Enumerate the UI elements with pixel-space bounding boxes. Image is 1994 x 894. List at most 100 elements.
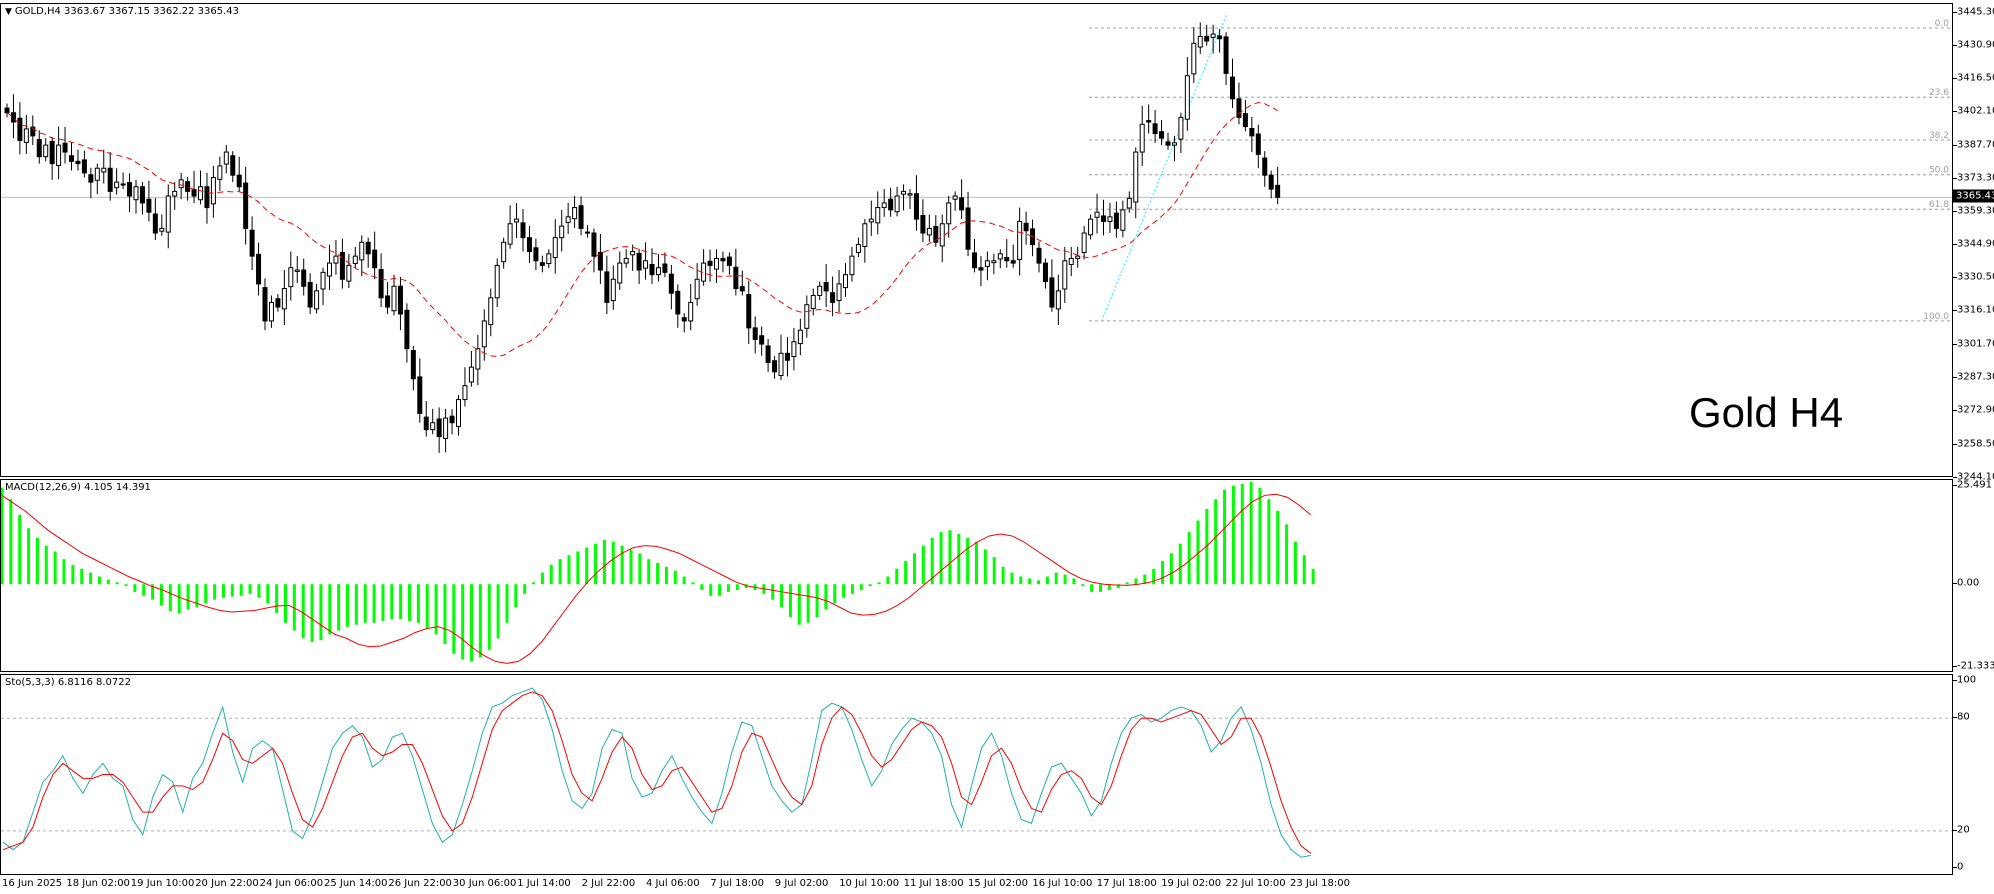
candle [107, 152, 113, 201]
candle [327, 244, 332, 290]
candle [733, 248, 739, 296]
candle [1268, 170, 1274, 199]
time-tick-label: 16 Jul 10:00 [1032, 878, 1093, 889]
candle [462, 367, 468, 407]
candle [1255, 124, 1261, 169]
candle [1191, 27, 1197, 84]
candle [1204, 24, 1210, 46]
bear-candle-body [410, 350, 416, 380]
candle [759, 326, 765, 356]
candle [243, 166, 249, 245]
candle [333, 239, 339, 275]
bear-candle-body [339, 251, 345, 280]
candle [1075, 246, 1081, 268]
bear-candle-body [636, 252, 642, 271]
bear-candle-body [1113, 212, 1119, 229]
dropdown-triangle-icon[interactable]: ▼ [5, 7, 12, 17]
bull-candle-body [1017, 220, 1023, 260]
symbol-ohlc-label: GOLD,H4 3363.67 3367.15 3362.22 3365.43 [14, 6, 239, 17]
bull-candle-body [1126, 197, 1132, 209]
candle [526, 226, 532, 264]
candle [855, 237, 861, 258]
candle [1230, 58, 1235, 109]
bull-candle-body [610, 278, 616, 302]
bull-candle-body [810, 294, 816, 309]
candle [997, 249, 1003, 269]
bear-candle-body [539, 262, 545, 266]
candle [178, 172, 184, 200]
macd-tick-label-mark [1953, 665, 1957, 667]
candle [449, 409, 455, 435]
candle [314, 283, 320, 314]
time-axis[interactable]: 16 Jun 2025 18 Jun 02:00 19 Jun 10:00 20 Ju… [0, 875, 1953, 894]
bull-candle-body [494, 264, 500, 299]
candle [965, 191, 971, 257]
candle [752, 316, 758, 354]
candle [133, 179, 139, 214]
fib-level-label: 100.0 [1923, 312, 1949, 322]
bull-candle-body [314, 290, 320, 310]
bull-candle-body [43, 144, 49, 158]
stoch-tick-label: 20 [1957, 824, 1970, 836]
price-chart-canvas[interactable]: 0.0 23.6 38.2 50.0 61.8 100.0 [1, 4, 1953, 477]
candle [1120, 200, 1126, 238]
candle [501, 237, 507, 269]
time-tick-label: 22 Jul 10:00 [1225, 878, 1286, 889]
price-chart-pane[interactable]: ▼ GOLD,H4 3363.67 3367.15 3362.22 3365.43… [0, 3, 1953, 477]
stochastic-pane[interactable]: Sto(5,3,3) 6.8116 8.0722 [0, 674, 1953, 875]
macd-canvas[interactable] [1, 480, 1953, 672]
candle [359, 235, 365, 277]
candle [907, 189, 913, 209]
bear-candle-body [1223, 36, 1229, 74]
stochastic-canvas[interactable] [1, 675, 1953, 875]
bull-candle-body [210, 176, 216, 205]
candle [926, 214, 932, 242]
bear-candle-body [49, 140, 55, 165]
bull-candle-body [456, 399, 461, 427]
bear-candle-body [30, 126, 36, 137]
bull-candle-body [868, 218, 874, 223]
bear-candle-body [1010, 260, 1016, 264]
time-tick-label: 2 Jul 22:00 [581, 878, 636, 889]
price-tick-label-mark [1953, 144, 1957, 146]
candle [1113, 201, 1119, 238]
candle [456, 394, 461, 436]
bear-candle-body [1275, 184, 1281, 198]
bear-candle-body [81, 159, 87, 174]
bull-candle-body [1171, 142, 1177, 146]
candle [210, 165, 216, 218]
candle [784, 337, 790, 377]
stoch-tick-label: 80 [1957, 711, 1970, 723]
bull-candle-body [114, 181, 120, 189]
bull-candle-body [655, 267, 661, 276]
candle [417, 358, 423, 423]
bull-candle-body [881, 202, 887, 209]
candle [404, 303, 410, 363]
bear-candle-body [726, 256, 732, 266]
bull-candle-body [791, 341, 797, 358]
bear-candle-body [365, 241, 371, 255]
candle [1249, 116, 1255, 153]
bear-candle-body [668, 273, 674, 294]
bull-candle-body [223, 151, 229, 165]
candle [339, 238, 345, 289]
candle [320, 267, 326, 306]
candle [972, 239, 977, 273]
bull-candle-body [855, 244, 861, 253]
bull-candle-body [1178, 116, 1184, 140]
candle [475, 334, 481, 386]
bull-candle-body [475, 348, 481, 370]
bull-candle-body [333, 255, 339, 264]
price-axis[interactable]: 3445.30 3430.90 3416.50 3402.10 3387.70 3373.… [1953, 3, 1994, 483]
candle [101, 149, 107, 184]
macd-pane[interactable]: MACD(12,26,9) 4.105 14.391 [0, 479, 1953, 672]
bear-candle-body [733, 266, 739, 290]
candle [62, 127, 68, 164]
current-price-tag: 3365.43 [1953, 189, 1994, 203]
bull-candle-body [294, 269, 300, 272]
candle [17, 102, 23, 155]
candle [1171, 135, 1177, 162]
bull-candle-body [559, 225, 565, 239]
bull-candle-body [804, 304, 810, 329]
candle [1088, 214, 1094, 240]
